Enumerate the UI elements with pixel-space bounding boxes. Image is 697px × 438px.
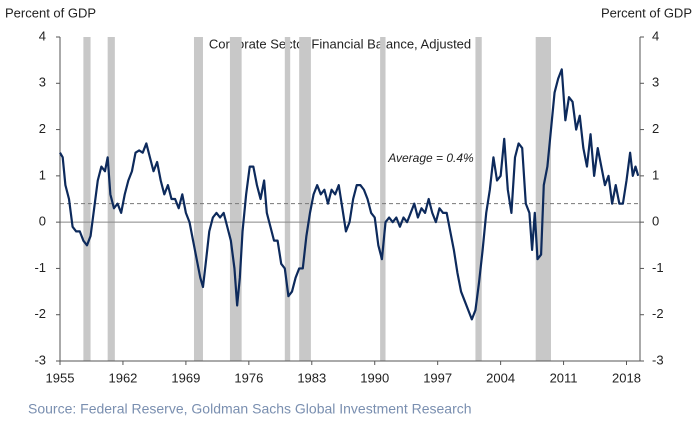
y2-tick-label: -1	[652, 260, 664, 275]
recession-band	[299, 37, 311, 361]
x-tick-label: 1990	[360, 370, 389, 385]
y-tick-label: 2	[39, 121, 46, 136]
y2-tick-label: 1	[652, 167, 659, 182]
recession-band	[380, 37, 386, 361]
y2-tick-label: -3	[652, 352, 664, 367]
x-tick-label: 2011	[550, 370, 578, 385]
x-tick-label: 1969	[171, 370, 200, 385]
average-annotation: Average = 0.4%	[387, 151, 474, 165]
y-tick-label: 4	[39, 28, 46, 43]
x-tick-label: 2018	[612, 370, 641, 385]
y-tick-label: 3	[39, 75, 46, 90]
source: Source: Federal Reserve, Goldman Sachs G…	[28, 401, 472, 417]
recession-band	[83, 37, 91, 361]
y2-tick-label: 4	[652, 28, 659, 43]
series-line	[59, 68, 640, 321]
y2-tick-label: 3	[652, 75, 659, 90]
chart-title: Corporate Sector Financial Balance, Adju…	[209, 36, 471, 51]
y-tick-label: -2	[34, 306, 46, 321]
y-axis-label: Percent of GDP	[5, 5, 96, 20]
y-tick-label: 1	[39, 167, 46, 182]
x-tick-label: 1983	[297, 370, 326, 385]
x-tick-label: 2004	[486, 370, 515, 385]
y-tick-label: -1	[34, 260, 46, 275]
y-tick-label: 0	[39, 214, 46, 229]
recession-band	[193, 37, 203, 361]
y2-tick-label: -2	[652, 306, 664, 321]
y2-axis-label: Percent of GDP	[601, 5, 692, 20]
recession-band	[284, 37, 291, 361]
x-tick-label: 1955	[46, 370, 75, 385]
y2-tick-label: 2	[652, 121, 659, 136]
x-tick-label: 1997	[423, 370, 452, 385]
y-tick-label: -3	[34, 352, 46, 367]
y2-tick-label: 0	[652, 214, 659, 229]
x-tick-label: 1976	[234, 370, 263, 385]
recession-band	[475, 37, 482, 361]
recession-band	[229, 37, 242, 361]
x-tick-label: 1962	[108, 370, 137, 385]
